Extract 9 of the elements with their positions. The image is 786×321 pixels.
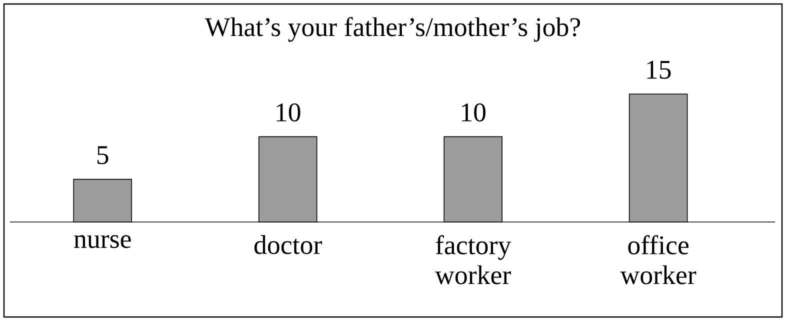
- x-tick-label: factory worker: [435, 235, 512, 284]
- x-tick-label: doctor: [254, 235, 322, 254]
- x-tick-label: office worker: [620, 235, 696, 284]
- data-label: 15: [647, 60, 671, 79]
- data-label: 10: [462, 103, 486, 122]
- data-label: 5: [97, 146, 108, 164]
- chart-title: What’s your father’s/mother’s job?: [204, 17, 580, 42]
- x-tick-label: nurse: [74, 235, 131, 248]
- data-label: 10: [276, 103, 300, 122]
